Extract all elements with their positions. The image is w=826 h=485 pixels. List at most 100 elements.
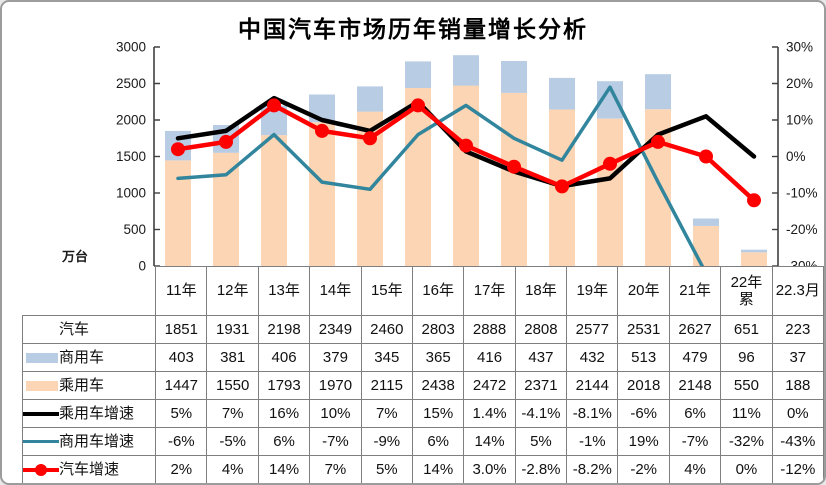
auto-growth-marker <box>507 159 521 174</box>
bar-passenger <box>213 152 239 266</box>
value-cell: 2460 <box>360 315 413 344</box>
value-cell: 0% <box>720 455 773 483</box>
right-axis-tick-label: 20% <box>786 76 813 91</box>
value-cell: -4.1% <box>514 399 568 428</box>
value-cell: 2531 <box>617 315 670 344</box>
legend-swatch-none <box>24 317 59 343</box>
right-axis-tick-label: -10% <box>786 186 818 201</box>
right-axis-tick-label: 30% <box>786 40 813 55</box>
table-row: 汽车增速 2% 4% 14% 7% 5% 14% 3.0% -2.8% -8.2% -2% 4% 0% -… <box>21 455 824 483</box>
chart-plot-area[interactable]: 3000 2500 2000 1500 1000 500 0 30% 20% 10% 0% -10% -… <box>2 2 826 302</box>
year-header-cell: 16年 <box>411 266 465 316</box>
line-commercial-growth <box>176 85 727 288</box>
legend-swatch-zone <box>24 345 59 371</box>
auto-growth-marker <box>459 138 473 153</box>
row-label-cell: 乘用车 <box>21 371 157 400</box>
value-cell: 7% <box>360 399 413 428</box>
auto-growth-marker <box>315 123 329 138</box>
bar-commercial <box>501 61 527 93</box>
value-cell: 5% <box>360 455 413 483</box>
value-cell: 2627 <box>668 315 722 344</box>
right-axis-tick-label: 0% <box>786 149 806 164</box>
value-cell: 1.4% <box>463 399 516 428</box>
value-cell: 4% <box>668 455 722 483</box>
left-axis-unit-label: 万台 <box>62 249 89 264</box>
auto-growth-marker <box>411 98 425 113</box>
value-cell: -9% <box>360 427 413 456</box>
bar-passenger <box>405 88 431 266</box>
table-row: 乘用车增速 5% 7% 16% 10% 7% 15% 1.4% -4.1% -8.1% -6% 6% 1… <box>21 399 824 428</box>
value-cell: 7% <box>309 455 362 483</box>
value-cell: 4% <box>206 455 259 483</box>
value-cell: 7% <box>206 399 259 428</box>
chart-title: 中国汽车市场历年销量增长分析 <box>238 17 588 42</box>
bar-passenger <box>741 252 767 266</box>
bar-commercial <box>741 249 767 253</box>
value-cell: -7% <box>309 427 362 456</box>
value-cell: 2808 <box>514 315 568 344</box>
value-cell: 37 <box>771 343 824 372</box>
value-cell: 1931 <box>206 315 259 344</box>
auto-growth-marker <box>555 179 569 194</box>
year-header-cell: 15年 <box>360 266 413 316</box>
value-cell: 2148 <box>668 371 722 400</box>
value-cell: 6% <box>411 427 465 456</box>
value-cell: 11% <box>720 399 773 428</box>
year-header-cell: 13年 <box>257 266 311 316</box>
year-header-cell: 22.3月 <box>771 266 824 316</box>
value-cell: -8.2% <box>566 455 619 483</box>
series-name-label: 商用车 <box>59 348 105 366</box>
row-label-cell: 商用车 <box>21 343 157 372</box>
value-cell: 3.0% <box>463 455 516 483</box>
value-cell: -6% <box>617 399 670 428</box>
value-cell: 2577 <box>566 315 619 344</box>
left-axis-tick-label: 0 <box>138 259 146 274</box>
series-name-label: 汽车增速 <box>59 460 120 478</box>
value-cell: 15% <box>411 399 465 428</box>
year-header-cell: 21年 <box>668 266 722 316</box>
passenger-bar-swatch-icon <box>26 380 58 391</box>
value-cell: 416 <box>463 343 516 372</box>
bar-passenger <box>309 122 335 266</box>
row-label-cell: 乘用车增速 <box>21 399 157 428</box>
value-cell: 2472 <box>463 371 516 400</box>
value-cell: -8.1% <box>566 399 619 428</box>
value-cell: -12% <box>771 455 824 483</box>
commercial-bar-swatch-icon <box>26 352 58 363</box>
auto-growth-marker <box>747 193 761 208</box>
bar-commercial <box>693 218 719 226</box>
bar-commercial <box>453 55 479 86</box>
value-cell: 651 <box>720 315 773 344</box>
value-cell: 432 <box>566 343 619 372</box>
left-axis-tick-label: 500 <box>123 222 146 237</box>
value-cell: 2888 <box>463 315 516 344</box>
table-row: 商用车 403 381 406 379 345 365 416 437 432 513 479 96 37 <box>21 343 824 372</box>
left-axis-tick-label: 1500 <box>116 149 146 164</box>
chart-canvas[interactable]: 3000 2500 2000 1500 1000 500 0 30% 20% 10% 0% -10% -… <box>2 2 826 302</box>
bar-commercial <box>549 77 575 110</box>
value-cell: 437 <box>514 343 568 372</box>
value-cell: 96 <box>720 343 773 372</box>
legend-swatch-zone <box>24 373 59 399</box>
value-cell: 223 <box>771 315 824 344</box>
table-corner-empty <box>23 267 156 316</box>
value-cell: 550 <box>720 371 773 400</box>
series-name-label: 汽车 <box>59 320 90 338</box>
value-cell: 345 <box>360 343 413 372</box>
auto-growth-marker <box>267 98 281 113</box>
auto-growth-marker <box>699 149 713 164</box>
value-cell: -6% <box>155 427 208 456</box>
auto-growth-dot-swatch-icon <box>35 463 47 476</box>
row-label-cell: 汽车 <box>21 315 157 344</box>
value-cell: -7% <box>668 427 722 456</box>
value-cell: 2115 <box>360 371 413 400</box>
passenger-growth-line-swatch-icon <box>23 411 59 416</box>
commercial-growth-line-swatch-icon <box>23 440 59 443</box>
value-cell: 2198 <box>257 315 311 344</box>
row-label-cell: 商用车增速 <box>21 427 157 456</box>
series-name-label: 乘用车 <box>59 376 105 394</box>
value-cell: 2349 <box>309 315 362 344</box>
value-cell: 14% <box>463 427 516 456</box>
table-row: 乘用车 1447 1550 1793 1970 2115 2438 2472 2371 2144 2… <box>21 371 824 400</box>
